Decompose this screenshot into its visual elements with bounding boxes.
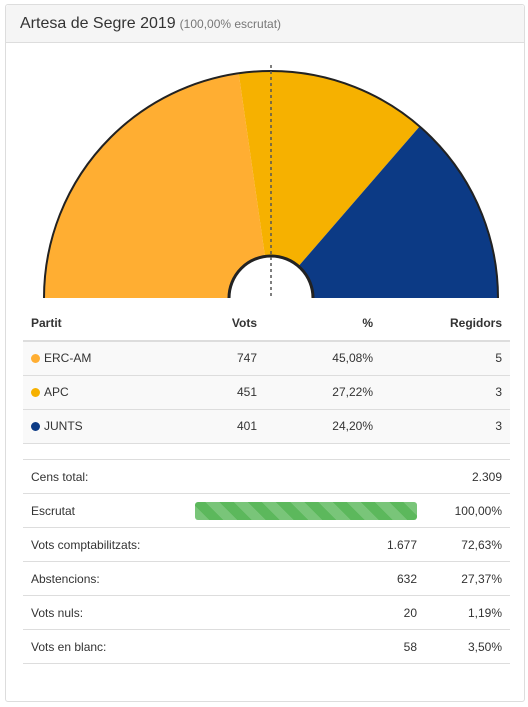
party-cell: ERC-AM xyxy=(23,341,183,376)
summary-value: 632 xyxy=(187,561,425,596)
party-name: JUNTS xyxy=(44,419,83,433)
table-row: ERC-AM 747 45,08% 5 xyxy=(23,341,510,376)
summary-row: Vots en blanc: 58 3,50% xyxy=(23,629,510,664)
party-name: ERC-AM xyxy=(44,351,92,366)
summary-value: 1.677 xyxy=(187,527,425,562)
pct-cell: 24,20% xyxy=(265,409,381,444)
summary-row-cens: Cens total: 2.309 xyxy=(23,459,510,494)
summary-row-escrutat: Escrutat 100,00% xyxy=(23,493,510,528)
panel-header: Artesa de Segre 2019 (100,00% escrutat) xyxy=(6,5,524,43)
summary-label: Abstencions: xyxy=(23,561,187,596)
party-cell: JUNTS xyxy=(23,409,183,444)
summary-label: Vots comptabilitzats: xyxy=(23,527,187,562)
summary-value: 20 xyxy=(187,595,425,630)
summary-pct: 27,37% xyxy=(425,561,510,596)
results-table: Partit Vots % Regidors ERC-AM 747 45,08%… xyxy=(23,305,510,444)
seats-cell: 3 xyxy=(381,409,510,444)
seat-slice-erc-am xyxy=(44,73,266,298)
escrutat-value: 100,00% xyxy=(425,493,510,528)
votes-cell: 401 xyxy=(183,409,265,444)
results-header-row: Partit Vots % Regidors xyxy=(23,305,510,342)
party-color-dot xyxy=(31,422,40,431)
summary-pct: 72,63% xyxy=(425,527,510,562)
page-subtitle: (100,00% escrutat) xyxy=(179,17,282,31)
summary-pct: 3,50% xyxy=(425,629,510,664)
col-header-pct: % xyxy=(265,305,381,342)
escrutat-progress-fill xyxy=(195,501,417,520)
cens-label: Cens total: xyxy=(23,459,187,494)
votes-cell: 451 xyxy=(183,375,265,410)
seat-chart xyxy=(6,44,526,304)
escrutat-progress-bar xyxy=(195,501,417,520)
seats-cell: 5 xyxy=(381,341,510,376)
summary-value: 58 xyxy=(187,629,425,664)
page-title: Artesa de Segre 2019 xyxy=(20,15,176,32)
seats-cell: 3 xyxy=(381,375,510,410)
summary-row: Abstencions: 632 27,37% xyxy=(23,561,510,596)
summary-table: Cens total: 2.309 Escrutat 100,00% Vots … xyxy=(23,459,510,664)
col-header-seats: Regidors xyxy=(381,305,510,342)
seat-slice-junts xyxy=(298,126,498,298)
pct-cell: 27,22% xyxy=(265,375,381,410)
col-header-party: Partit xyxy=(23,305,183,342)
summary-label: Vots nuls: xyxy=(23,595,187,630)
summary-label: Vots en blanc: xyxy=(23,629,187,664)
empty-cell xyxy=(187,459,425,494)
party-color-dot xyxy=(31,388,40,397)
table-row: JUNTS 401 24,20% 3 xyxy=(23,409,510,444)
table-row: APC 451 27,22% 3 xyxy=(23,375,510,410)
escrutat-label: Escrutat xyxy=(23,493,187,528)
votes-cell: 747 xyxy=(183,341,265,376)
summary-pct: 1,19% xyxy=(425,595,510,630)
party-cell: APC xyxy=(23,375,183,410)
cens-value: 2.309 xyxy=(425,459,510,494)
pct-cell: 45,08% xyxy=(265,341,381,376)
escrutat-progress-cell xyxy=(187,493,425,528)
party-name: APC xyxy=(44,385,69,399)
seat-slice-apc xyxy=(238,71,420,267)
seat-chart-svg xyxy=(43,65,499,299)
party-color-dot xyxy=(31,354,40,364)
results-panel: Artesa de Segre 2019 (100,00% escrutat) P… xyxy=(5,4,525,702)
summary-row: Vots nuls: 20 1,19% xyxy=(23,595,510,630)
summary-row: Vots comptabilitzats: 1.677 72,63% xyxy=(23,527,510,562)
col-header-votes: Vots xyxy=(183,305,265,342)
chart-inner-outline xyxy=(227,254,315,299)
